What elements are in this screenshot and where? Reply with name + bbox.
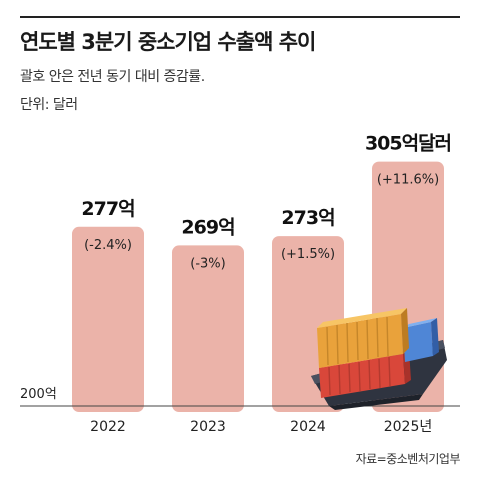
chart-subtitle: 괄호 안은 전년 동기 대비 증감률. (20, 69, 205, 85)
bar-value-label: 305억달러 (365, 133, 451, 155)
bar-value-label: 269억 (181, 216, 234, 238)
y-baseline-label: 200억 (20, 387, 57, 402)
cargo-ship-icon (311, 308, 447, 410)
bar-2022 (72, 226, 144, 412)
bar-change-label: (+11.6%) (377, 173, 439, 188)
unit-label: 단위: 달러 (20, 97, 78, 113)
bar-value-label: 277억 (81, 198, 134, 220)
x-tick-label: 2025년 (384, 419, 433, 435)
bar-value-label: 273억 (281, 207, 334, 229)
x-tick-label: 2023 (190, 419, 226, 435)
chart-title: 연도별 3분기 중소기업 수출액 추이 (20, 30, 316, 54)
bar-change-label: (-2.4%) (84, 238, 132, 253)
bar-change-label: (+1.5%) (281, 247, 335, 262)
bar-2023 (172, 245, 244, 412)
title-rule (20, 16, 460, 18)
x-tick-label: 2024 (290, 419, 326, 435)
source-note: 자료=중소벤처기업부 (355, 452, 461, 466)
bar-change-label: (-3%) (190, 256, 225, 271)
x-tick-label: 2022 (90, 419, 126, 435)
